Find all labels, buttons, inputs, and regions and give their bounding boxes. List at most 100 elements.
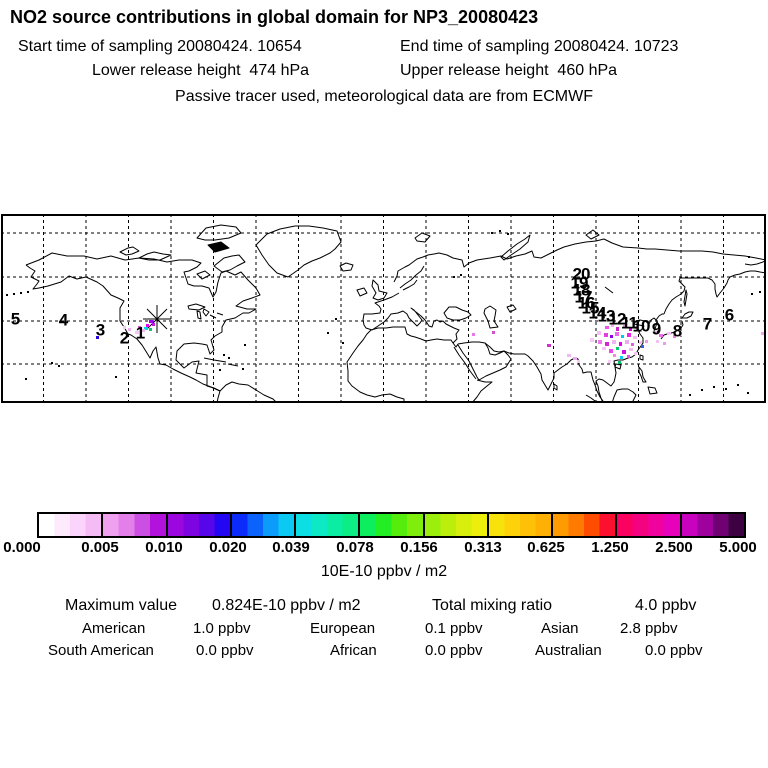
dispersion-dot — [613, 354, 616, 357]
trajectory-day-marker: 10 — [632, 316, 651, 336]
dispersion-dot — [597, 331, 601, 335]
trajectory-day-marker: 14 — [588, 303, 607, 323]
colorbar-tick-label: 0.156 — [400, 539, 438, 556]
colorbar-tick-label: 1.250 — [591, 539, 629, 556]
trajectory-day-marker: 6 — [724, 305, 735, 325]
colorbar-segment — [101, 514, 166, 536]
page-title: NO2 source contributions in global domai… — [10, 7, 539, 27]
trajectory-day-marker: 12 — [608, 309, 627, 329]
dispersion-dot — [634, 352, 637, 355]
dispersion-dot — [611, 324, 614, 327]
dispersion-dot — [679, 333, 682, 336]
dispersion-dot — [128, 328, 131, 331]
colorbar-segment — [679, 514, 744, 536]
dispersion-dot — [627, 333, 631, 337]
colorbar-tick-label: 0.625 — [527, 539, 565, 556]
dispersion-dot — [620, 356, 623, 359]
dispersion-dot — [602, 347, 606, 350]
trajectory-day-marker: 11 — [621, 313, 638, 333]
dispersion-dot — [625, 340, 629, 344]
stat-text: Total mixing ratio — [432, 597, 553, 614]
trajectory-day-marker: 1 — [135, 323, 146, 343]
trajectory-day-marker: 20 — [572, 264, 591, 284]
dispersion-dot — [547, 344, 551, 347]
colorbar-segment — [486, 514, 552, 536]
dispersion-dot — [629, 328, 632, 331]
dispersion-dot — [608, 360, 611, 363]
dispersion-dot — [472, 333, 475, 336]
receptor-star-icon — [143, 305, 171, 333]
dispersion-dot — [622, 350, 626, 354]
start-time-text: Start time of sampling 20080424. 10654 — [18, 38, 302, 55]
colorbar-tick-label: 0.078 — [336, 539, 374, 556]
stat-text: 0.0 ppbv — [645, 642, 703, 659]
dispersion-dot — [590, 338, 594, 342]
dispersion-dot — [667, 332, 671, 335]
dispersion-dot — [577, 360, 580, 363]
dispersion-dot — [621, 335, 624, 338]
upper-release-text: Upper release height 460 hPa — [400, 62, 618, 79]
trajectory-day-marker: 3 — [95, 320, 106, 340]
dispersion-dot — [653, 331, 657, 334]
dispersion-dot — [616, 347, 619, 350]
dispersion-dot — [618, 361, 621, 364]
trajectory-day-marker: 16 — [577, 293, 596, 313]
trajectory-day-marker: 9 — [651, 319, 662, 339]
stat-text: 0.0 ppbv — [196, 642, 254, 659]
dispersion-dot — [623, 325, 627, 328]
colorbar-segment — [294, 514, 359, 536]
dispersion-dot — [633, 336, 637, 339]
dispersion-dot — [146, 324, 149, 327]
stat-text: 4.0 ppbv — [635, 597, 697, 614]
dispersion-dot — [616, 327, 619, 331]
colorbar-segment — [358, 514, 423, 536]
colorbar-segment — [551, 514, 616, 536]
dispersion-dot — [627, 355, 630, 358]
dispersion-dot — [605, 342, 609, 346]
stat-text: 0.0 ppbv — [425, 642, 483, 659]
dispersion-dot — [663, 342, 666, 345]
dispersion-dot — [149, 320, 153, 323]
trajectory-day-marker: 2 — [119, 328, 130, 348]
trajectory-day-marker: 13 — [597, 306, 616, 326]
dispersion-dot — [619, 342, 622, 346]
dispersion-dot — [598, 340, 602, 344]
dispersion-dot — [641, 345, 644, 348]
colorbar-unit-label: 10E-10 ppbv / m2 — [320, 563, 448, 580]
world-map: 5 4 3 2 1 20 19 18 17 16 15 14 13 12 11 10 9 8 7 6 — [1, 214, 766, 403]
colorbar-tick-label: 5.000 — [719, 539, 757, 556]
dispersion-dot — [615, 332, 619, 336]
colorbar-tick-label: 2.500 — [655, 539, 693, 556]
dispersion-dot — [656, 340, 659, 343]
trajectory-day-marker: 15 — [581, 298, 600, 318]
colorbar-tick-label: 0.005 — [81, 539, 119, 556]
stat-text: 2.8 ppbv — [620, 620, 678, 637]
map-border — [1, 214, 766, 403]
colorbar — [37, 512, 746, 538]
dispersion-dot — [123, 326, 126, 329]
dispersion-dot — [135, 331, 139, 334]
colorbar-segment — [229, 514, 295, 536]
stat-text: 0.824E-10 ppbv / m2 — [212, 597, 361, 614]
island-dots — [6, 230, 761, 396]
dispersion-dot — [604, 333, 608, 337]
dispersion-dot — [141, 329, 145, 332]
dispersion-dot — [609, 349, 613, 353]
colorbar-tick-label: 0.039 — [272, 539, 310, 556]
trajectory-day-marker: 7 — [702, 314, 713, 334]
colorbar-segment — [165, 514, 230, 536]
tracer-note-text: Passive tracer used, meteorological data… — [175, 88, 593, 105]
trajectory-day-marker: 18 — [572, 280, 591, 300]
stat-text: Australian — [535, 642, 602, 659]
dispersion-dot — [152, 323, 155, 326]
stat-text: 0.1 ppbv — [425, 620, 483, 637]
dispersion-dot — [673, 335, 676, 338]
dispersion-dot — [605, 326, 609, 329]
dispersion-dot — [149, 328, 152, 331]
dispersion-dot — [138, 326, 141, 329]
stat-text: Maximum value — [65, 597, 178, 614]
dispersion-dot — [492, 331, 495, 334]
trajectory-day-marker: 4 — [58, 310, 69, 330]
colorbar-tick-label: 0.313 — [464, 539, 502, 556]
